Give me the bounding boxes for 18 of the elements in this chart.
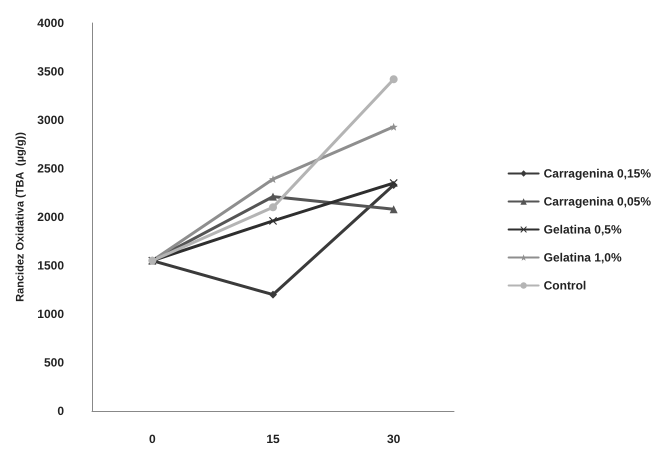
y-tick-label: 3000 <box>37 113 64 127</box>
legend-label: Carragenina 0,15% <box>544 166 652 180</box>
legend-label: Carragenina 0,05% <box>544 194 652 208</box>
y-tick-label: 1500 <box>37 258 64 272</box>
y-tick-label: 500 <box>44 356 64 370</box>
x-tick-label: 15 <box>266 432 280 446</box>
x-tick-label: 30 <box>386 432 401 446</box>
x-tick-label: 0 <box>148 432 156 446</box>
y-tick-label: 2500 <box>37 162 64 176</box>
y-axis-title: Rancidez Oxidativa (TBA (µg/g)) <box>14 132 26 302</box>
legend-label: Gelatina 1,0% <box>544 250 622 264</box>
legend-label: Control <box>544 278 586 292</box>
legend-label: Gelatina 0,5% <box>544 222 622 236</box>
y-tick-label: 1000 <box>37 307 64 321</box>
y-tick-label: 4000 <box>37 16 64 30</box>
y-tick-label: 3500 <box>37 64 64 78</box>
y-tick-label: 0 <box>57 404 64 418</box>
y-tick-label: 2000 <box>37 210 64 224</box>
